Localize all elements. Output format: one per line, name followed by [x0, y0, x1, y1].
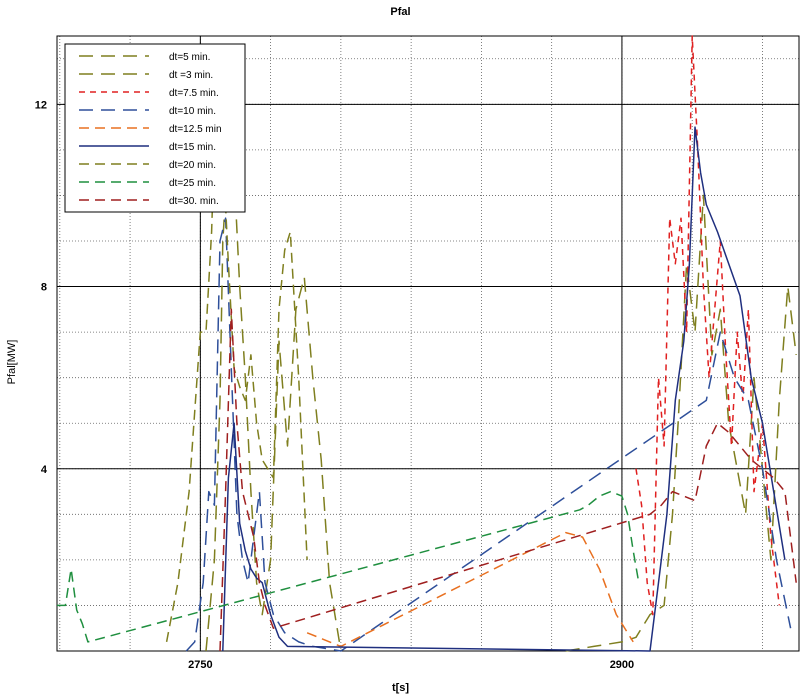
legend-label: dt=12.5 min	[169, 124, 222, 135]
series-line-8	[57, 490, 640, 643]
x-tick-label: 2900	[610, 659, 634, 671]
legend-label: dt=7.5 min.	[169, 88, 219, 99]
series-line-9	[219, 308, 797, 652]
series-line-5	[306, 531, 634, 648]
legend-label: dt=25 min.	[169, 178, 216, 189]
legend-label: dt=10 min.	[169, 106, 216, 117]
legend-label: dt =3 min.	[169, 70, 213, 81]
x-axis-label: t[s]	[391, 682, 410, 694]
series-line-3	[635, 35, 781, 616]
series-line-4	[185, 217, 792, 652]
plot-frame	[56, 35, 800, 652]
y-tick-label: 8	[41, 282, 47, 294]
legend-label: dt=30. min.	[169, 196, 219, 207]
series-line-2	[565, 194, 797, 652]
y-tick-label: 12	[35, 99, 47, 111]
y-tick-label: 4	[41, 464, 48, 476]
series-line-6	[222, 126, 786, 652]
legend-label: dt=20 min.	[169, 160, 216, 171]
legend-label: dt=15 min.	[169, 142, 216, 153]
series-line-1	[205, 149, 342, 652]
x-tick-label: 2750	[188, 659, 212, 671]
legend-label: dt=5 min.	[169, 52, 210, 63]
chart-title: Pfal	[390, 6, 411, 18]
